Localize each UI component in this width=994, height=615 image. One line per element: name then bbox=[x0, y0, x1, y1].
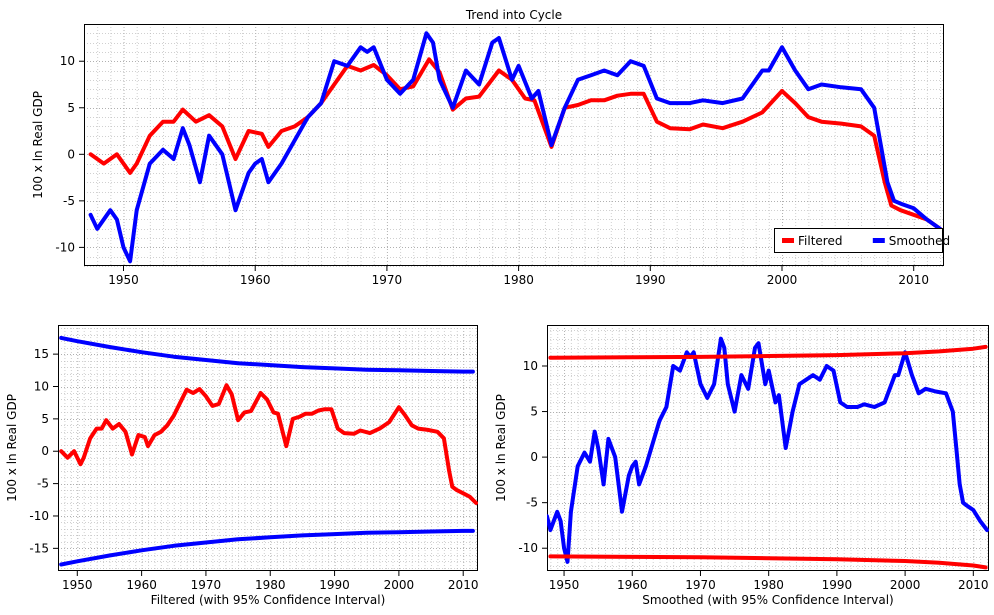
x-tick-label: 2010 bbox=[448, 578, 479, 592]
y-tick-label: 0 bbox=[530, 450, 538, 464]
x-tick-label: 1970 bbox=[372, 273, 403, 287]
confidence-band-lower bbox=[59, 528, 475, 567]
y-axis-label: 100 x ln Real GDP bbox=[31, 91, 45, 199]
series-lines bbox=[88, 31, 942, 264]
x-tick-label: 2000 bbox=[890, 578, 921, 592]
chart-title: Trend into Cycle bbox=[465, 8, 562, 22]
legend-box bbox=[774, 228, 943, 253]
series-lines bbox=[59, 335, 478, 567]
chart-panel-1: 1950 1960 1970 1980 1990 2000 2010 -10 -5 0 5 10 Tre… bbox=[31, 8, 950, 287]
legend-swatch-smoothed bbox=[872, 238, 885, 243]
y-tick-label: -5 bbox=[37, 477, 49, 491]
x-tick-label: 1950 bbox=[108, 273, 139, 287]
x-tick-label: 1980 bbox=[503, 273, 534, 287]
y-tick-label: 5 bbox=[530, 405, 538, 419]
x-tick-label: 2010 bbox=[898, 273, 929, 287]
x-axis-label: Smoothed (with 95% Confidence Interval) bbox=[642, 593, 893, 607]
x-tick-label: 1950 bbox=[549, 578, 580, 592]
y-tick-label: 0 bbox=[41, 444, 49, 458]
y-tick-label: 10 bbox=[523, 359, 538, 373]
x-tick-label: 1980 bbox=[753, 578, 784, 592]
x-tick-label: 1970 bbox=[685, 578, 716, 592]
y-axis-label: 100 x ln Real GDP bbox=[5, 394, 19, 502]
x-tick-label: 2000 bbox=[767, 273, 798, 287]
legend: Filtered Smoothed bbox=[774, 228, 950, 253]
y-tick-label: -10 bbox=[55, 240, 75, 254]
y-tick-label: 15 bbox=[34, 347, 49, 361]
plot-frame bbox=[58, 325, 478, 571]
confidence-band-upper bbox=[548, 344, 988, 360]
x-tick-label: 2010 bbox=[958, 578, 989, 592]
y-axis-label: 100 x ln Real GDP bbox=[494, 394, 508, 502]
series-line-smoothed bbox=[88, 31, 942, 264]
x-tick-label: 1960 bbox=[240, 273, 271, 287]
legend-label-smoothed: Smoothed bbox=[889, 234, 950, 248]
plot-area bbox=[547, 325, 989, 571]
y-tick-label: 10 bbox=[60, 54, 75, 68]
x-tick-label: 1980 bbox=[255, 578, 286, 592]
x-axis-label: Filtered (with 95% Confidence Interval) bbox=[151, 593, 386, 607]
x-tick-label: 2000 bbox=[384, 578, 415, 592]
confidence-band-lower bbox=[548, 554, 988, 570]
y-tick-label: -10 bbox=[29, 509, 49, 523]
y-tick-label: 0 bbox=[67, 147, 75, 161]
y-tick-label: -5 bbox=[526, 496, 538, 510]
x-tick-label: 1990 bbox=[822, 578, 853, 592]
y-tick-label: 5 bbox=[67, 101, 75, 115]
series-line-filtered bbox=[88, 57, 942, 231]
y-tick-label: 5 bbox=[41, 412, 49, 426]
series-line-smoothed bbox=[547, 336, 989, 564]
x-tick-label: 1990 bbox=[319, 578, 350, 592]
legend-label-filtered: Filtered bbox=[798, 234, 842, 248]
confidence-band-upper bbox=[59, 335, 475, 374]
x-tick-label: 1970 bbox=[191, 578, 222, 592]
chart-panel-2: 1950 1960 1970 1980 1990 2000 2010 -15 -10 -5 0 5 10… bbox=[5, 325, 478, 607]
y-tick-label: -15 bbox=[29, 541, 49, 555]
plot-frame bbox=[84, 24, 944, 266]
x-tick-label: 1960 bbox=[126, 578, 157, 592]
y-tick-label: 10 bbox=[34, 380, 49, 394]
plot-frame bbox=[547, 325, 989, 571]
x-tick-label: 1990 bbox=[635, 273, 666, 287]
legend-swatch-filtered bbox=[782, 238, 794, 243]
x-tick-label: 1960 bbox=[617, 578, 648, 592]
series-lines bbox=[547, 336, 989, 570]
x-tick-label: 1950 bbox=[62, 578, 93, 592]
y-tick-label: -5 bbox=[63, 194, 75, 208]
series-line-filtered bbox=[59, 383, 478, 505]
chart-panel-3: 1950 1960 1970 1980 1990 2000 2010 -10 -5 0 5 10 Smo… bbox=[494, 325, 989, 607]
y-tick-label: -10 bbox=[518, 541, 538, 555]
